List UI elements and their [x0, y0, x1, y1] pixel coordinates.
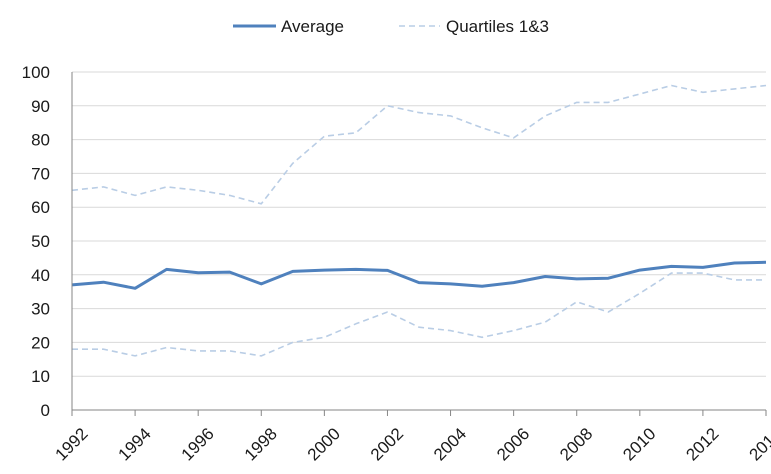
x-tick-label-2010: 2010 — [619, 424, 659, 464]
x-tick-label-2004: 2004 — [430, 424, 470, 464]
y-axis-tick-labels: 0 10 20 30 40 50 60 70 80 90 100 — [22, 63, 50, 420]
legend: Average Quartiles 1&3 — [233, 17, 549, 36]
series-lines — [71, 84, 767, 357]
legend-label-quartiles: Quartiles 1&3 — [446, 17, 549, 36]
y-tick-label-50: 50 — [31, 232, 50, 251]
y-tick-label-90: 90 — [31, 97, 50, 116]
axes — [71, 72, 767, 416]
x-tick-label-1994: 1994 — [115, 424, 155, 464]
x-tick-label-2014: 2014 — [745, 424, 771, 464]
x-tick-label-2008: 2008 — [556, 424, 596, 464]
y-tick-label-10: 10 — [31, 367, 50, 386]
y-tick-label-0: 0 — [41, 401, 50, 420]
y-tick-label-70: 70 — [31, 164, 50, 183]
y-tick-label-100: 100 — [22, 63, 50, 82]
series-line-2 — [72, 272, 766, 357]
x-tick-label-2012: 2012 — [682, 424, 722, 464]
x-tick-label-2000: 2000 — [304, 424, 344, 464]
x-tick-label-1998: 1998 — [241, 424, 281, 464]
x-tick-label-2006: 2006 — [493, 424, 533, 464]
y-tick-label-60: 60 — [31, 198, 50, 217]
gridlines — [72, 71, 766, 377]
y-tick-label-30: 30 — [31, 300, 50, 319]
x-axis-tick-labels: 1992 1994 1996 1998 2000 2002 2004 2006 2008 2010… — [51, 424, 771, 464]
y-tick-label-80: 80 — [31, 131, 50, 150]
series-line-1 — [71, 84, 767, 205]
legend-label-average: Average — [281, 17, 344, 36]
x-tick-label-1992: 1992 — [51, 424, 91, 464]
y-tick-label-20: 20 — [31, 333, 50, 352]
x-tick-label-2002: 2002 — [367, 424, 407, 464]
y-tick-label-40: 40 — [31, 266, 50, 285]
x-tick-label-1996: 1996 — [178, 424, 218, 464]
series-line-0 — [71, 260, 767, 290]
